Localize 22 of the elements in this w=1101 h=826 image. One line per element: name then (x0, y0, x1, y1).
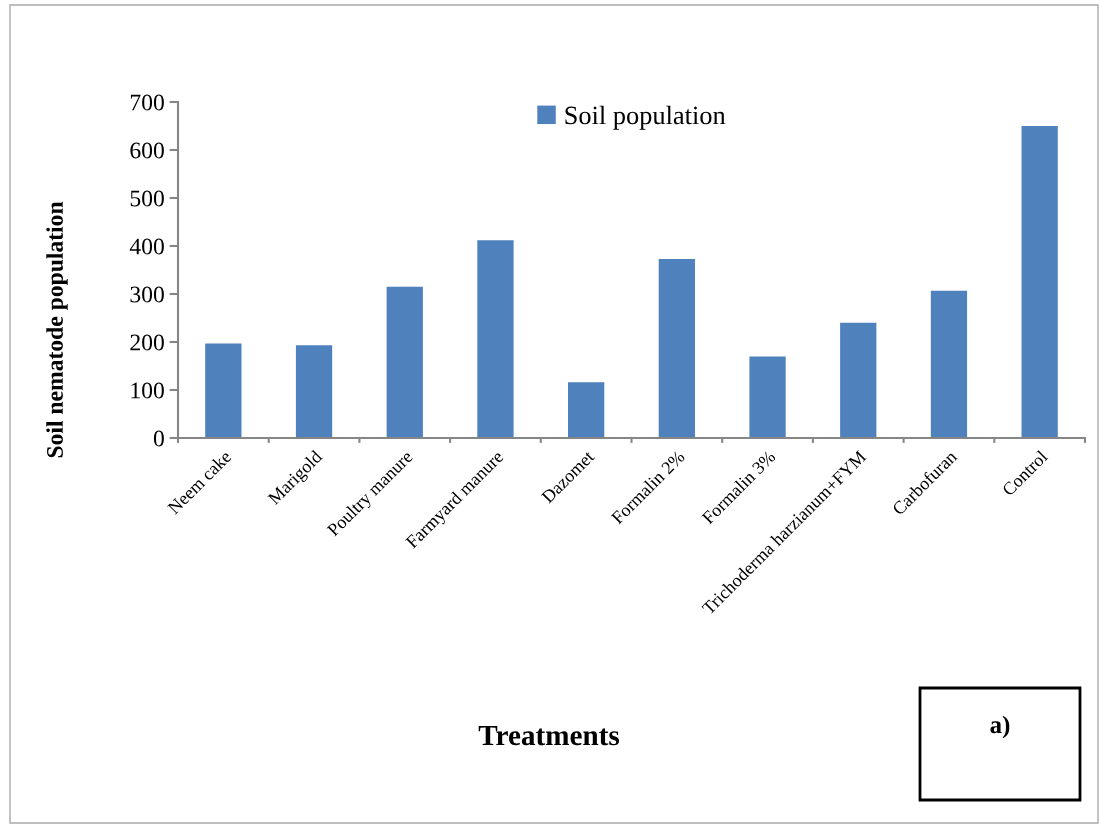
bar (477, 240, 514, 438)
y-axis-title: Soil nematode population (46, 201, 68, 458)
y-tick-label: 0 (153, 430, 164, 447)
bar (1021, 126, 1058, 438)
y-tick-label: 200 (130, 334, 164, 351)
bar (930, 290, 968, 438)
bar (840, 322, 877, 438)
y-tick-label: 500 (130, 190, 164, 207)
y-tick-label: 600 (130, 142, 164, 159)
bar (749, 356, 786, 438)
bar (205, 343, 242, 438)
bar (295, 345, 333, 438)
x-axis-title: Treatments (478, 725, 620, 746)
y-tick-label: 300 (130, 286, 164, 303)
y-tick-label: 400 (129, 238, 164, 255)
bar (658, 258, 695, 438)
y-tick-label: 700 (130, 94, 164, 111)
bar (386, 286, 423, 438)
legend-label: Soil population (565, 105, 726, 130)
text: a) (990, 715, 1010, 739)
bar (568, 382, 605, 438)
y-tick-label: 100 (131, 382, 164, 399)
